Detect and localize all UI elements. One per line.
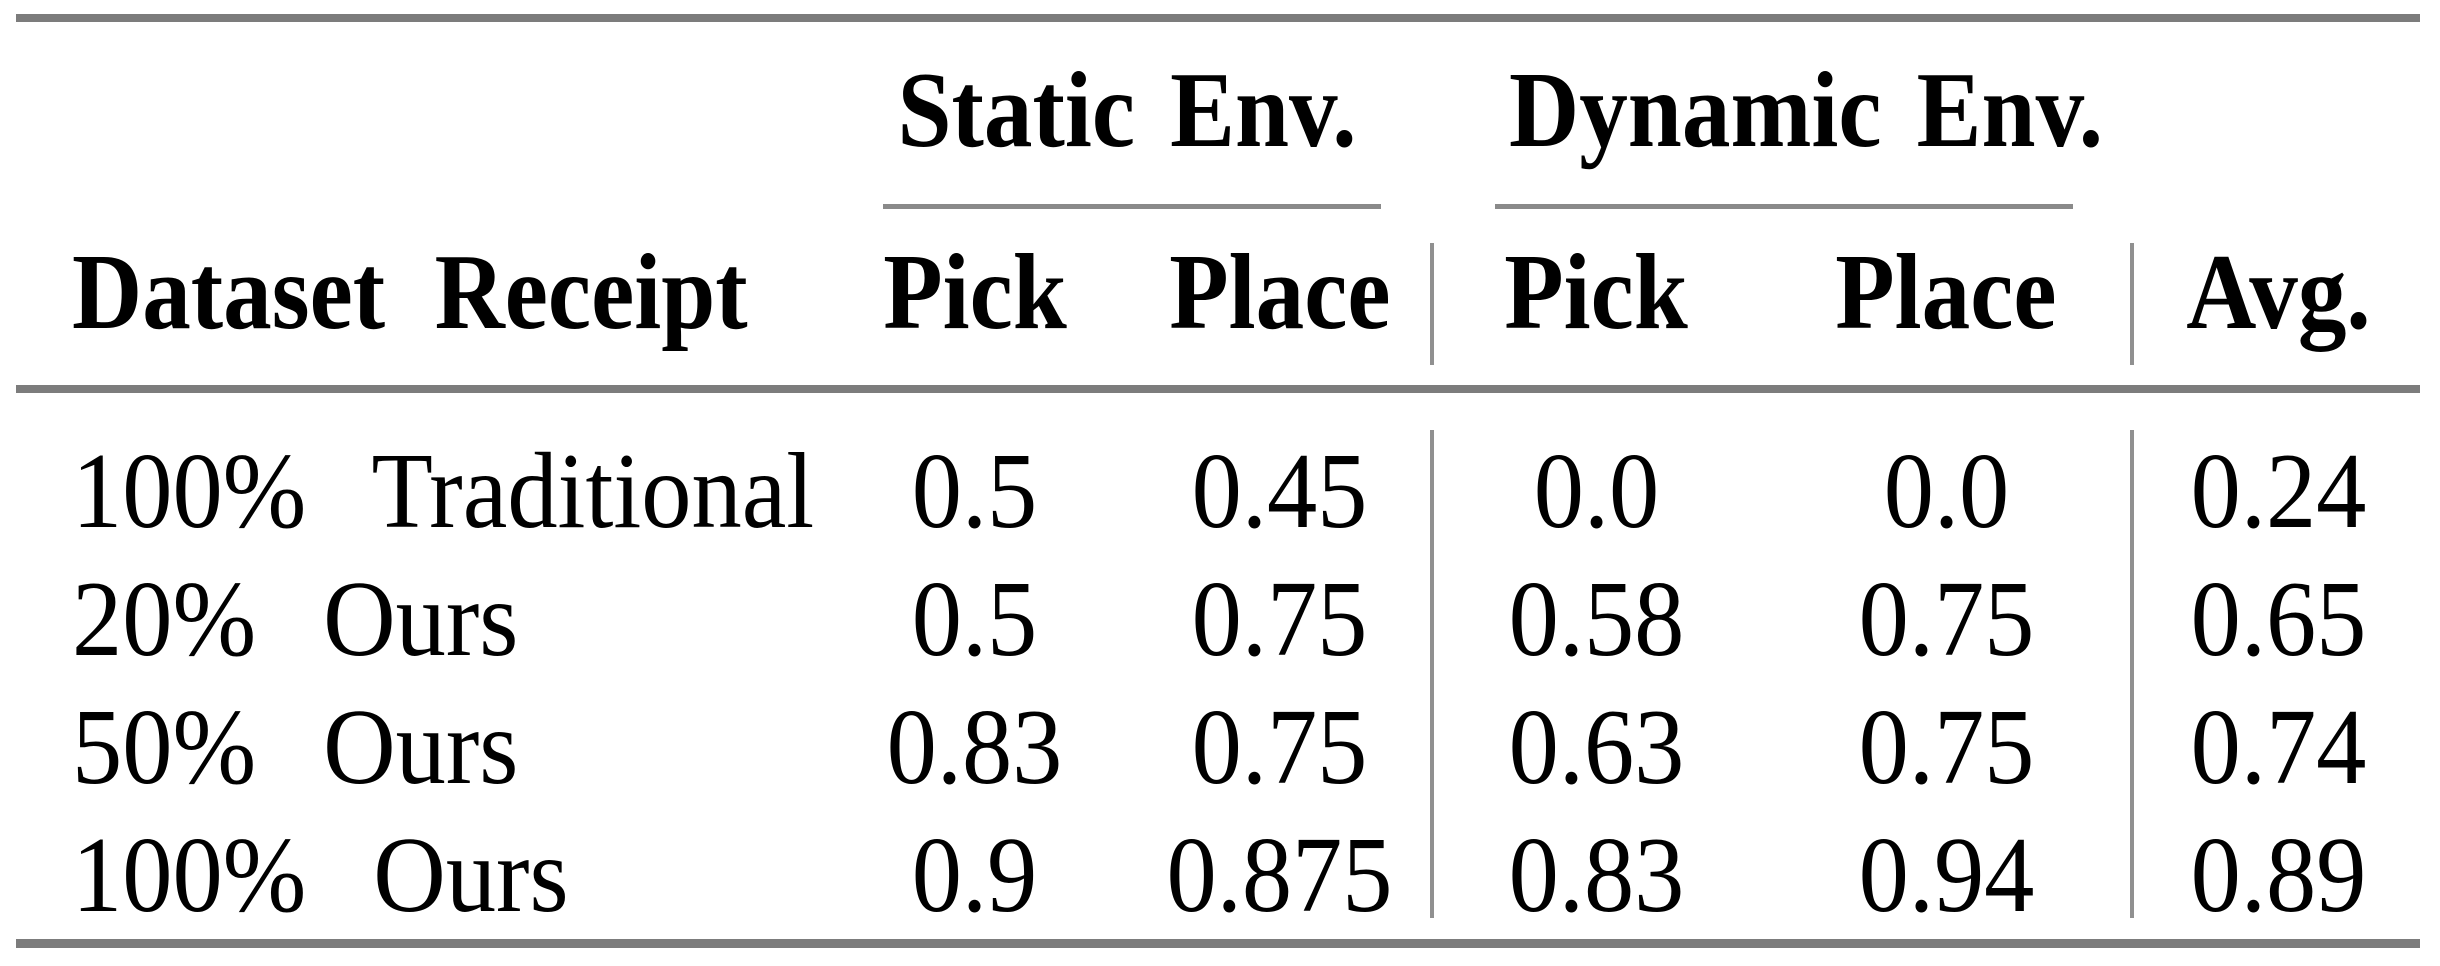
cell-dynamic-pick: 0.0 — [1533, 432, 1659, 551]
cell-static-pick: 0.9 — [911, 816, 1038, 935]
column-header-static-place: Place — [1168, 232, 1391, 352]
mid-rule — [16, 385, 2420, 393]
cell-static-pick: 0.5 — [911, 432, 1038, 551]
row-label: 50% Ours — [72, 688, 519, 807]
cell-avg: 0.65 — [2190, 560, 2367, 679]
cell-dynamic-place: 0.94 — [1858, 816, 2034, 935]
static-env-cmidrule — [883, 204, 1381, 209]
group-header-dynamic-env-label: Dynamic Env. — [1508, 51, 2104, 170]
cell-static-place: 0.45 — [1191, 432, 1368, 551]
cell-avg: 0.74 — [2190, 688, 2367, 807]
separator-static-dynamic-header — [1430, 243, 1434, 365]
cell-dynamic-place: 0.0 — [1883, 432, 2009, 551]
cell-avg: 0.89 — [2190, 816, 2367, 935]
separator-dynamic-avg-body — [2130, 430, 2134, 918]
row-label: 20% Ours — [72, 560, 519, 679]
row-label: 100% Traditional — [72, 432, 815, 551]
group-header-static-env-label: Static Env. — [897, 51, 1357, 170]
cell-dynamic-place: 0.75 — [1858, 688, 2034, 807]
dynamic-env-cmidrule — [1495, 204, 2073, 209]
cell-static-pick: 0.5 — [911, 560, 1038, 679]
column-header-dataset-receipt: Dataset Receipt — [72, 232, 748, 352]
cell-static-place: 0.75 — [1191, 688, 1368, 807]
group-header-static-env: Static Env. — [822, 22, 1432, 200]
separator-dynamic-avg-header — [2130, 243, 2134, 365]
cell-dynamic-pick: 0.63 — [1508, 688, 1684, 807]
column-header-avg: Avg. — [2186, 232, 2371, 352]
bottom-rule — [16, 939, 2420, 948]
row-label: 100% Ours — [72, 816, 569, 935]
cell-dynamic-pick: 0.83 — [1508, 816, 1684, 935]
separator-static-dynamic-body — [1430, 430, 1434, 918]
group-header-dynamic-env: Dynamic Env. — [1456, 22, 2156, 200]
cell-dynamic-place: 0.75 — [1858, 560, 2034, 679]
column-header-dynamic-pick: Pick — [1504, 232, 1688, 352]
cell-static-place: 0.875 — [1166, 816, 1393, 935]
cell-static-place: 0.75 — [1191, 560, 1368, 679]
cell-avg: 0.24 — [2190, 432, 2367, 551]
cell-dynamic-pick: 0.58 — [1508, 560, 1684, 679]
top-rule — [16, 14, 2420, 22]
cell-static-pick: 0.83 — [886, 688, 1063, 807]
column-header-static-pick: Pick — [882, 232, 1067, 352]
column-header-dynamic-place: Place — [1835, 232, 2057, 352]
